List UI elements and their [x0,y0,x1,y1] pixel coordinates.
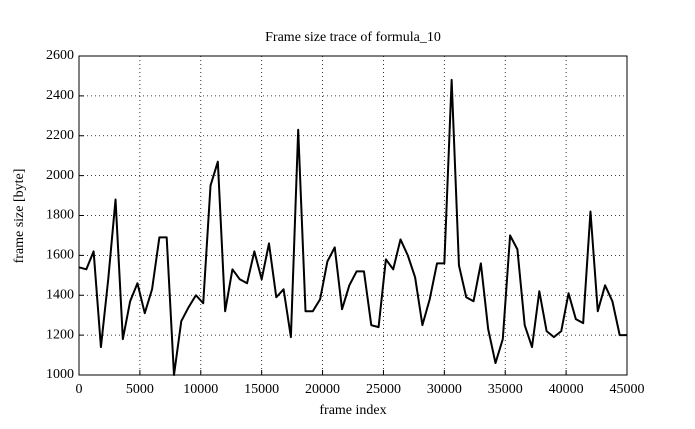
x-tick-label: 35000 [488,382,523,397]
y-tick-label: 2600 [46,48,74,63]
y-tick-label: 2000 [46,168,74,183]
y-tick-label: 2200 [46,128,74,143]
x-tick-label: 20000 [305,382,340,397]
x-tick-label: 45000 [610,382,645,397]
y-tick-label: 1400 [46,287,74,302]
plot-frame [78,55,628,376]
chart-title: Frame size trace of formula_10 [265,30,441,45]
y-tick-label: 2400 [46,88,74,103]
y-tick-label: 1200 [46,327,74,342]
x-axis-label: frame index [319,403,386,418]
y-tick-label: 1000 [46,367,74,382]
x-tick-label: 25000 [366,382,401,397]
y-axis-label: frame size [byte] [12,169,27,264]
x-tick-label: 15000 [244,382,279,397]
x-tick-label: 40000 [549,382,584,397]
x-tick-label: 30000 [427,382,462,397]
data-line [78,78,627,376]
x-tick-label: 10000 [183,382,218,397]
x-tick-label: 0 [76,382,83,397]
y-tick-label: 1600 [46,248,74,263]
y-tick-label: 1800 [46,208,74,223]
x-tick-label: 5000 [126,382,154,397]
